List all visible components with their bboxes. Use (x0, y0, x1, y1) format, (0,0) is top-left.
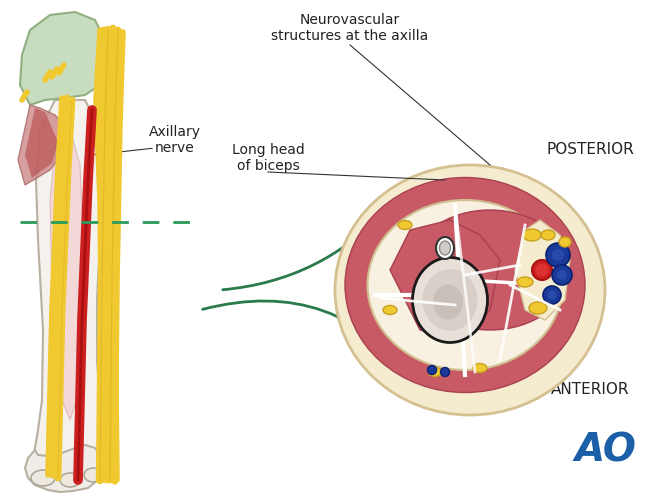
Ellipse shape (529, 302, 547, 314)
Ellipse shape (532, 260, 552, 280)
Ellipse shape (543, 286, 561, 304)
Text: POSTERIOR: POSTERIOR (546, 142, 634, 157)
Ellipse shape (473, 363, 487, 373)
Ellipse shape (428, 365, 436, 375)
Ellipse shape (31, 470, 55, 486)
Ellipse shape (535, 263, 549, 277)
Ellipse shape (433, 284, 463, 319)
Ellipse shape (422, 269, 477, 331)
Polygon shape (25, 108, 58, 178)
Polygon shape (390, 220, 500, 340)
Text: Neurovascular
structures at the axilla: Neurovascular structures at the axilla (271, 13, 429, 43)
Ellipse shape (84, 468, 102, 482)
Text: Axillary
nerve: Axillary nerve (149, 125, 201, 155)
Ellipse shape (523, 229, 541, 241)
Ellipse shape (368, 200, 563, 370)
Ellipse shape (345, 177, 585, 392)
Text: Long head
of biceps: Long head of biceps (231, 143, 305, 173)
Polygon shape (33, 100, 103, 475)
Ellipse shape (546, 243, 570, 267)
Ellipse shape (552, 265, 572, 285)
Ellipse shape (557, 270, 567, 280)
Polygon shape (20, 12, 108, 105)
Ellipse shape (559, 237, 571, 247)
Ellipse shape (547, 290, 557, 300)
Ellipse shape (412, 257, 487, 343)
Ellipse shape (541, 230, 555, 240)
Ellipse shape (60, 473, 80, 487)
Ellipse shape (383, 306, 397, 315)
Text: ANTERIOR: ANTERIOR (551, 383, 629, 397)
Polygon shape (18, 105, 68, 185)
Ellipse shape (436, 237, 454, 259)
Ellipse shape (398, 220, 412, 230)
Text: AO: AO (574, 431, 636, 469)
Ellipse shape (517, 277, 533, 287)
Ellipse shape (552, 249, 564, 261)
Polygon shape (515, 220, 570, 320)
Ellipse shape (410, 210, 570, 330)
Ellipse shape (335, 165, 605, 415)
Polygon shape (25, 445, 103, 492)
Ellipse shape (428, 367, 442, 377)
Ellipse shape (440, 241, 450, 255)
Ellipse shape (440, 367, 450, 377)
Polygon shape (50, 110, 85, 420)
